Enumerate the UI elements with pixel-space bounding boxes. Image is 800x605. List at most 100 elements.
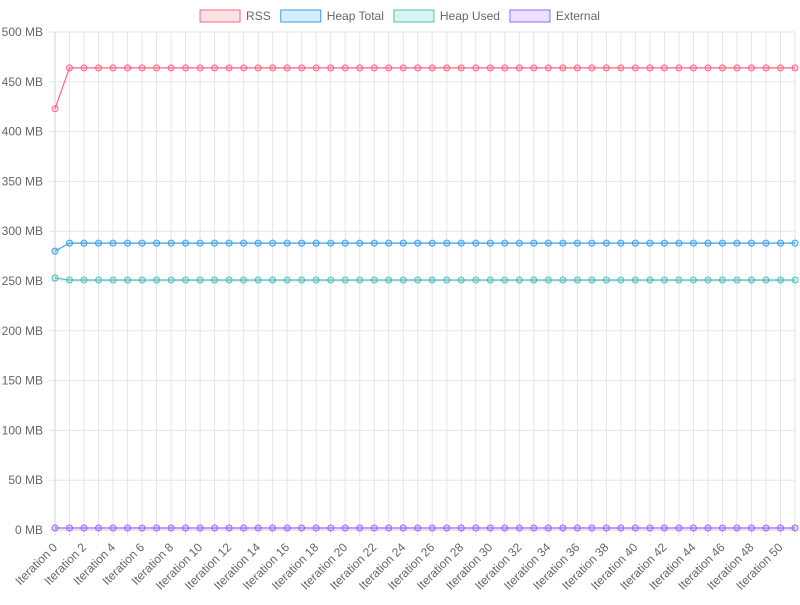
data-point — [762, 239, 770, 247]
data-point — [196, 239, 204, 247]
data-point — [501, 239, 509, 247]
data-point — [240, 64, 248, 72]
data-point — [182, 64, 190, 72]
data-point — [559, 64, 567, 72]
data-point — [95, 276, 103, 284]
data-point — [109, 524, 117, 532]
data-point — [269, 524, 277, 532]
data-point — [457, 276, 465, 284]
data-point — [544, 524, 552, 532]
data-point — [414, 524, 422, 532]
data-point — [530, 64, 538, 72]
data-point — [51, 105, 59, 113]
data-point — [399, 239, 407, 247]
data-point — [573, 524, 581, 532]
data-point — [443, 239, 451, 247]
data-point — [704, 239, 712, 247]
series-layer — [51, 64, 799, 532]
data-point — [501, 524, 509, 532]
data-point — [153, 64, 161, 72]
data-point — [704, 276, 712, 284]
legend-swatch — [280, 9, 322, 23]
legend-swatch — [509, 9, 551, 23]
data-point — [530, 276, 538, 284]
data-point — [472, 64, 480, 72]
data-point — [486, 524, 494, 532]
data-point — [631, 64, 639, 72]
data-point — [312, 276, 320, 284]
data-point — [240, 524, 248, 532]
data-point — [689, 524, 697, 532]
legend-item: Heap Total — [280, 9, 384, 23]
data-point — [791, 524, 799, 532]
data-point — [414, 239, 422, 247]
data-point — [617, 239, 625, 247]
data-point — [602, 524, 610, 532]
data-point — [80, 64, 88, 72]
data-point — [472, 239, 480, 247]
legend-swatch — [199, 9, 241, 23]
data-point — [631, 524, 639, 532]
data-point — [530, 239, 538, 247]
data-point — [240, 239, 248, 247]
data-point — [298, 64, 306, 72]
data-point — [515, 239, 523, 247]
y-tick-label: 500 MB — [2, 25, 43, 39]
data-point — [385, 64, 393, 72]
data-point — [167, 239, 175, 247]
data-point — [167, 524, 175, 532]
data-point — [588, 64, 596, 72]
data-point — [704, 524, 712, 532]
data-point — [138, 64, 146, 72]
data-point — [211, 524, 219, 532]
data-point — [298, 524, 306, 532]
chart-legend: RSS Heap Total Heap Used External — [199, 9, 600, 23]
data-point — [298, 239, 306, 247]
data-point — [515, 276, 523, 284]
data-point — [486, 64, 494, 72]
data-point — [80, 239, 88, 247]
data-point — [138, 524, 146, 532]
data-point — [356, 64, 364, 72]
data-point — [211, 239, 219, 247]
y-tick-label: 100 MB — [2, 423, 43, 437]
data-point — [124, 276, 132, 284]
data-point — [588, 239, 596, 247]
data-point — [718, 64, 726, 72]
data-point — [718, 524, 726, 532]
data-point — [559, 276, 567, 284]
y-tick-label: 50 MB — [8, 473, 43, 487]
y-tick-label: 350 MB — [2, 174, 43, 188]
data-point — [167, 64, 175, 72]
data-point — [747, 64, 755, 72]
data-point — [428, 276, 436, 284]
data-point — [167, 276, 175, 284]
data-point — [689, 276, 697, 284]
data-point — [733, 276, 741, 284]
data-point — [747, 524, 755, 532]
data-point — [515, 524, 523, 532]
y-tick-label: 0 MB — [15, 523, 43, 537]
data-point — [196, 64, 204, 72]
data-point — [138, 239, 146, 247]
data-point — [283, 276, 291, 284]
data-point — [573, 64, 581, 72]
data-point — [660, 239, 668, 247]
data-point — [95, 524, 103, 532]
data-point — [341, 276, 349, 284]
data-point — [341, 64, 349, 72]
data-point — [776, 64, 784, 72]
data-point — [457, 239, 465, 247]
data-point — [399, 276, 407, 284]
data-point — [66, 239, 74, 247]
data-point — [588, 276, 596, 284]
y-tick-label: 150 MB — [2, 374, 43, 388]
data-point — [124, 64, 132, 72]
series-rss — [51, 64, 799, 113]
data-point — [747, 276, 755, 284]
data-point — [269, 239, 277, 247]
data-point — [109, 276, 117, 284]
legend-label: RSS — [246, 9, 271, 23]
